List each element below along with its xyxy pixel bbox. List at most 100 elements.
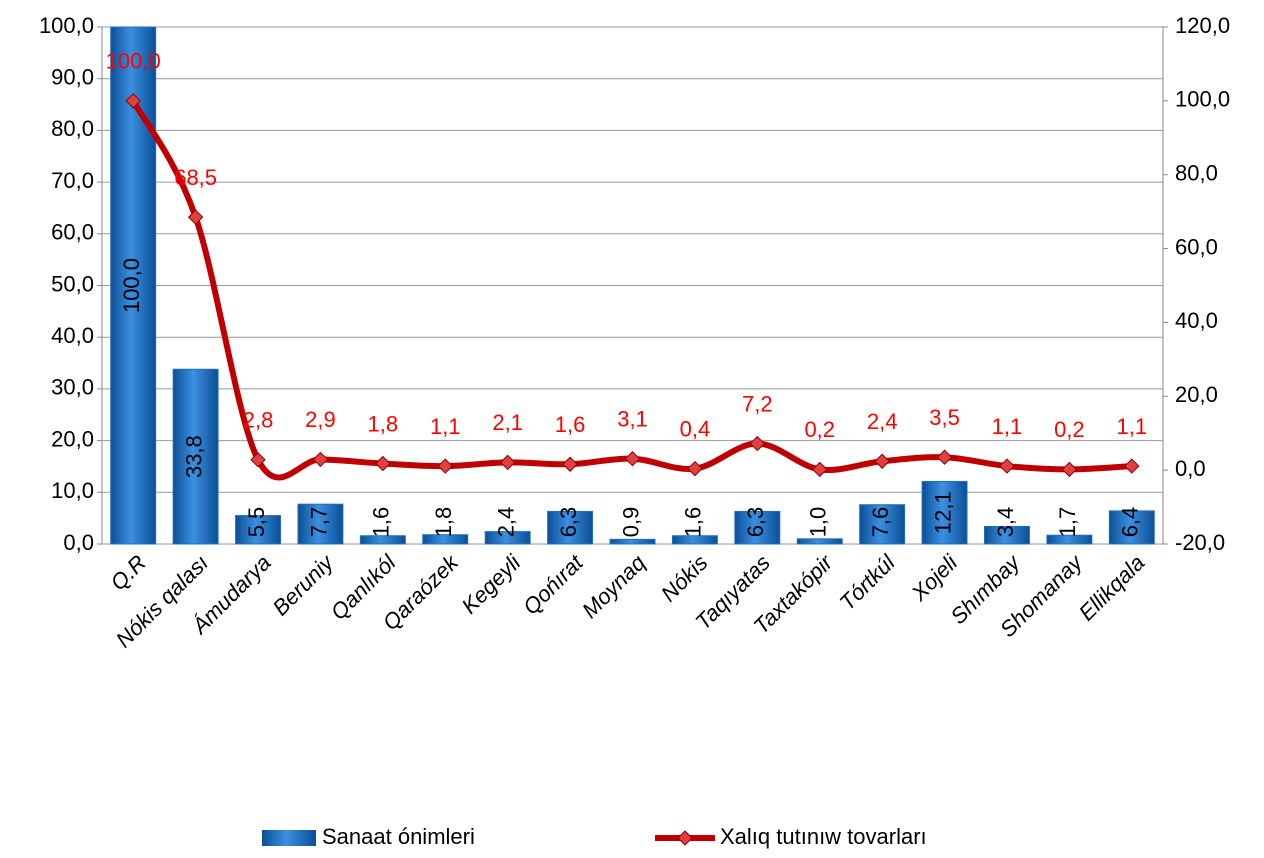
y2-tick-label: 0,0 — [1175, 456, 1206, 481]
line-value-label: 2,8 — [243, 408, 274, 433]
line-marker — [250, 452, 266, 468]
line-value-label: 2,9 — [305, 407, 336, 432]
y2-tick-label: 60,0 — [1175, 234, 1218, 259]
bar-value-label: 12,1 — [930, 491, 955, 534]
bar-value-label: 1,8 — [431, 507, 456, 538]
x-tick-label: Q.R — [106, 550, 151, 595]
bar-value-label: 7,7 — [306, 507, 331, 538]
bar-value-label: 1,7 — [1055, 507, 1080, 538]
line-marker — [936, 449, 953, 465]
bar-value-label: 7,6 — [868, 507, 893, 538]
bar — [359, 535, 406, 545]
bar-value-label: 3,4 — [993, 507, 1018, 538]
line-value-label: 100,0 — [106, 49, 161, 74]
x-tick-label: Tórtkúl — [835, 549, 901, 615]
line-marker — [874, 453, 890, 469]
bar-value-label: 1,6 — [681, 507, 706, 538]
bar — [1108, 510, 1155, 545]
bar — [671, 535, 718, 545]
line-value-label: 1,1 — [992, 414, 1023, 439]
y2-tick-label: -20,0 — [1175, 530, 1225, 555]
y-tick-label: 60,0 — [51, 220, 94, 245]
x-tick-label: Nókis — [656, 550, 713, 607]
line-value-label: 1,1 — [430, 414, 461, 439]
line-marker — [125, 93, 141, 109]
y2-tick-label: 120,0 — [1175, 13, 1230, 38]
line-marker — [749, 435, 766, 452]
line-marker — [375, 455, 391, 472]
line-value-label: 1,6 — [555, 412, 586, 437]
legend-marker — [677, 830, 693, 846]
y-tick-label: 80,0 — [51, 116, 94, 141]
bar — [235, 515, 281, 545]
y-tick-label: 20,0 — [51, 426, 94, 451]
y2-tick-label: 80,0 — [1175, 161, 1218, 186]
bar-value-label: 6,3 — [556, 507, 581, 538]
line-value-label: 7,2 — [742, 391, 773, 416]
legend-swatch — [262, 830, 316, 846]
x-tick-label: Ellikqala — [1074, 550, 1150, 626]
line-marker — [687, 460, 703, 477]
line-value-label: 3,5 — [929, 405, 960, 430]
line-marker — [1061, 461, 1078, 478]
legend-label: Xalıq tutınıw tovarları — [720, 824, 927, 849]
bar — [172, 368, 219, 545]
y-tick-label: 30,0 — [51, 375, 94, 400]
bar-value-label: 33,8 — [181, 435, 206, 478]
bar — [859, 504, 906, 545]
line-marker — [312, 451, 329, 468]
y-tick-label: 50,0 — [51, 271, 94, 296]
bar — [1046, 534, 1093, 545]
bar — [984, 525, 1030, 545]
y-tick-label: 10,0 — [51, 478, 94, 503]
line-marker — [562, 456, 578, 472]
bar — [297, 503, 344, 545]
line-marker — [1124, 458, 1140, 474]
legend-label: Sanaat ónimleri — [322, 824, 475, 849]
x-tick-label: Moynaq — [577, 549, 651, 623]
line-marker — [437, 458, 453, 474]
y-tick-label: 90,0 — [51, 65, 94, 90]
y2-tick-label: 100,0 — [1175, 87, 1230, 112]
x-tick-label: Qońırat — [518, 549, 588, 619]
line-marker — [499, 454, 516, 471]
bar-value-label: 6,4 — [1118, 507, 1143, 538]
bar-value-label: 2,4 — [493, 507, 518, 538]
y-tick-label: 70,0 — [51, 168, 94, 193]
bar-value-label: 1,6 — [369, 507, 394, 538]
y-tick-label: 0,0 — [63, 530, 94, 555]
bar — [609, 538, 656, 545]
line-value-label: 0,2 — [1054, 417, 1085, 442]
bar — [110, 26, 157, 545]
line-marker — [812, 461, 828, 478]
y2-tick-label: 40,0 — [1175, 308, 1218, 333]
line-value-label: 3,1 — [617, 407, 648, 432]
line-value-label: 1,1 — [1116, 414, 1147, 439]
y2-tick-label: 20,0 — [1175, 382, 1218, 407]
line-value-label: 2,4 — [867, 409, 898, 434]
y-tick-label: 100,0 — [39, 13, 94, 38]
y-tick-label: 40,0 — [51, 323, 94, 348]
bar-value-label: 0,9 — [618, 507, 643, 538]
line-value-label: 0,4 — [680, 416, 711, 441]
bar — [422, 534, 469, 545]
line-value-label: 68,5 — [174, 165, 217, 190]
bar — [734, 510, 781, 545]
line-marker — [999, 458, 1015, 474]
line-value-label: 2,1 — [492, 410, 523, 435]
x-tick-label: Kegeyli — [457, 549, 526, 618]
line-marker — [624, 450, 641, 467]
bar-value-label: 6,3 — [743, 507, 768, 538]
line-value-label: 0,2 — [804, 417, 835, 442]
x-tick-label: Xojeli — [906, 549, 963, 606]
bar-value-label: 1,0 — [806, 507, 831, 538]
line-value-label: 1,8 — [368, 411, 399, 436]
line-marker — [187, 209, 204, 225]
bar-value-label: 5,5 — [244, 507, 269, 538]
bar — [484, 531, 531, 545]
bar — [796, 538, 843, 545]
bar-value-label: 100,0 — [119, 258, 144, 313]
bar — [547, 510, 594, 545]
bar — [921, 480, 968, 545]
